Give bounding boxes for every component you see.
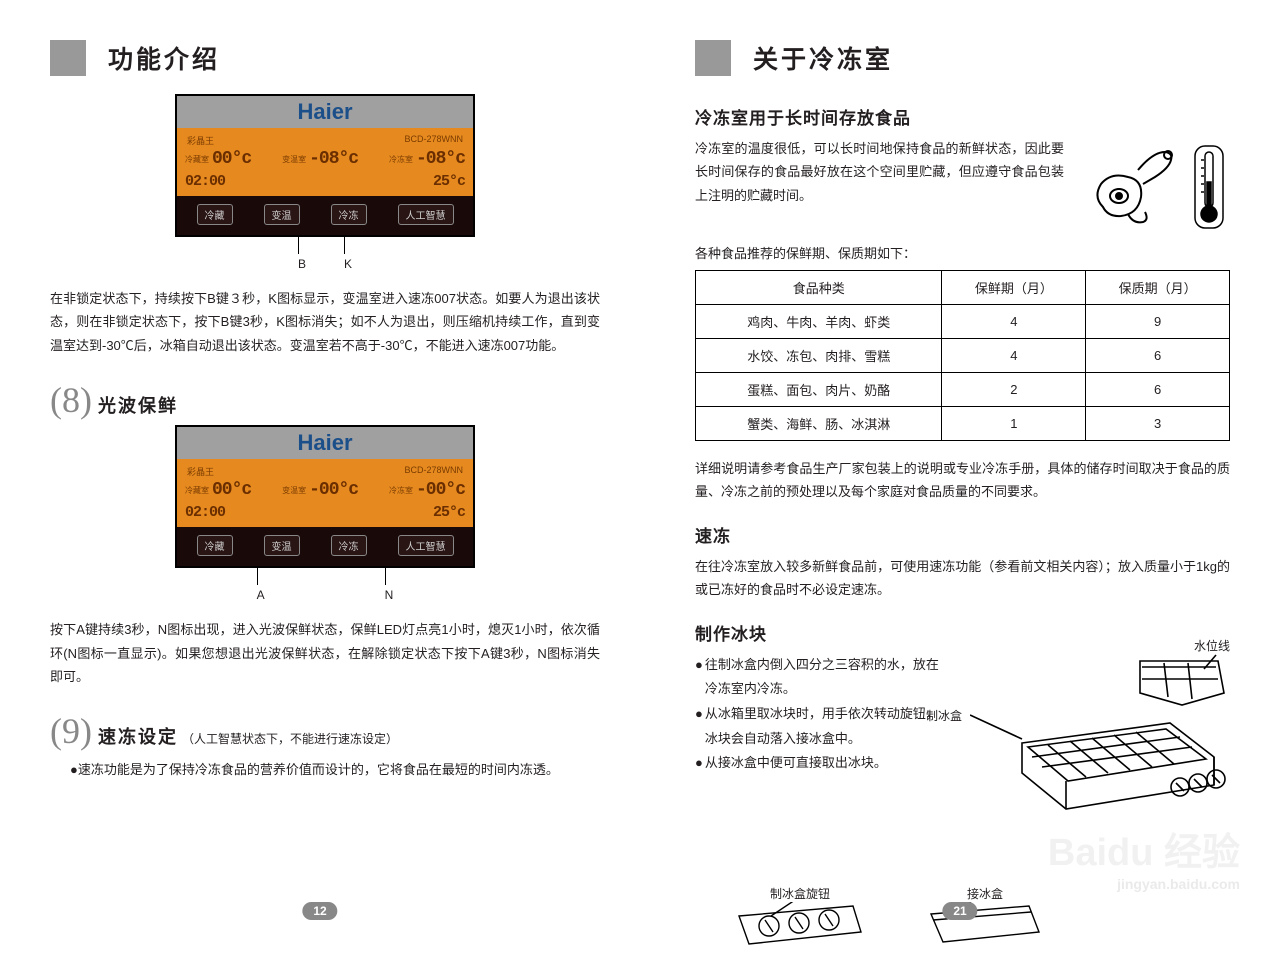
bullet-text: 从接冰盒中便可直接取出冰块。 — [705, 751, 946, 776]
lcd-time: 02:00 — [185, 173, 225, 190]
section-number: (9) — [50, 710, 92, 752]
bullet-text: 从冰箱里取冰块时，用手依次转动旋钮，冰块会自动落入接冰盒中。 — [705, 702, 946, 751]
label-b: B — [298, 257, 306, 271]
td: 4 — [942, 339, 1086, 373]
brand-label: Haier — [177, 427, 473, 459]
lcd-value: 00°c — [212, 480, 251, 500]
subheading: 冷冻室用于长时间存放食品 — [695, 104, 1230, 129]
ice-svg — [970, 653, 1230, 883]
lcd-label: 冷藏室 — [185, 155, 209, 164]
section-header: 功能介绍 — [50, 40, 600, 76]
quick-freeze-text: 在往冷冻室放入较多新鲜食品前，可使用速冻功能（参看前文相关内容）；放入质量小于1… — [695, 555, 1230, 602]
td: 3 — [1086, 407, 1230, 441]
panel-btn: 冷藏 — [197, 204, 233, 225]
lcd-value: 00°c — [212, 149, 251, 169]
td: 1 — [942, 407, 1086, 441]
paragraph: 按下A键持续3秒，N图标出现，进入光波保鲜状态，保鲜LED灯点亮1小时，熄灭1小… — [50, 618, 600, 688]
section-marker — [50, 40, 86, 76]
panel-btn: 变温 — [264, 204, 300, 225]
page-left: 功能介绍 Haier 彩晶王BCD-278WNN 冷藏室00°c 变温室-08°… — [0, 0, 640, 942]
sub-left: 彩晶王 — [187, 134, 214, 147]
lcd-value: -08°c — [416, 149, 465, 169]
food-thermo-illustration — [1080, 137, 1230, 237]
section-title: 关于冷冻室 — [753, 40, 893, 76]
bullet-text: 往制冰盒内倒入四分之三容积的水，放在冷冻室内冷冻。 — [705, 653, 946, 702]
panel-btn: 人工智慧 — [398, 204, 454, 225]
td: 鸡肉、牛肉、羊肉、虾类 — [696, 305, 942, 339]
label-knob: 制冰盒旋钮 — [735, 885, 865, 902]
sub-right: BCD-278WNN — [404, 465, 463, 478]
lcd-value: -00°c — [309, 480, 358, 500]
panel-buttons: 冷藏 变温 冷冻 人工智慧 — [177, 527, 473, 566]
label-a: A — [257, 588, 265, 602]
label-n: N — [385, 588, 394, 602]
meat-icon — [1083, 142, 1183, 232]
sub-left: 彩晶王 — [187, 465, 214, 478]
lcd-temp: 25°c — [433, 173, 465, 190]
knob-diagram — [735, 902, 865, 950]
lcd-label: 变温室 — [282, 155, 306, 164]
brand-label: Haier — [177, 96, 473, 128]
subsection-note: （人工智慧状态下，不能进行速冻设定） — [182, 730, 398, 747]
lower-diagrams: 制冰盒旋钮 接冰盒 — [735, 885, 1230, 953]
intro-text: 冷冻室的温度很低，可以长时间地保持食品的新鲜状态，因此要长时间保存的食品最好放在… — [695, 137, 1064, 207]
control-panel-1: Haier 彩晶王BCD-278WNN 冷藏室00°c 变温室-08°c 冷冻室… — [50, 94, 600, 271]
section-number: (8) — [50, 379, 92, 421]
label-icetray: 制冰盒 — [926, 707, 962, 724]
lcd-label: 冷藏室 — [185, 486, 209, 495]
page-number: 12 — [302, 902, 337, 920]
control-panel-2: Haier 彩晶王BCD-278WNN 冷藏室00°c 变温室-00°c 冷冻室… — [50, 425, 600, 602]
panel-buttons: 冷藏 变温 冷冻 人工智慧 — [177, 196, 473, 235]
td: 6 — [1086, 339, 1230, 373]
bullet-text: ●速冻功能是为了保持冷冻食品的营养价值而设计的，它将食品在最短的时间内冻透。 — [70, 758, 600, 781]
td: 水饺、冻包、肉排、雪糕 — [696, 339, 942, 373]
lcd-temp: 25°c — [433, 504, 465, 521]
td: 2 — [942, 373, 1086, 407]
section-title: 功能介绍 — [108, 40, 220, 76]
td: 9 — [1086, 305, 1230, 339]
th: 食品种类 — [696, 271, 942, 305]
td: 4 — [942, 305, 1086, 339]
label-waterline: 水位线 — [1194, 637, 1230, 654]
subheading: 制作冰块 — [695, 620, 1230, 645]
panel-btn: 人工智慧 — [398, 535, 454, 556]
table-note: 详细说明请参考食品生产厂家包装上的说明或专业冷冻手册，具体的储存时间取决于食品的… — [695, 457, 1230, 504]
food-storage-table: 食品种类 保鲜期（月） 保质期（月） 鸡肉、牛肉、羊肉、虾类49 水饺、冻包、肉排… — [695, 270, 1230, 441]
subsection-title: 光波保鲜 — [98, 392, 178, 418]
th: 保质期（月） — [1086, 271, 1230, 305]
td: 蟹类、海鲜、肠、冰淇淋 — [696, 407, 942, 441]
lcd-time: 02:00 — [185, 504, 225, 521]
th: 保鲜期（月） — [942, 271, 1086, 305]
table-intro: 各种食品推荐的保鲜期、保质期如下： — [695, 243, 1230, 262]
sub-right: BCD-278WNN — [404, 134, 463, 147]
paragraph: 在非锁定状态下，持续按下B键３秒，K图标显示，变温室进入速冻007状态。如要人为… — [50, 287, 600, 357]
label-recv: 接冰盒 — [925, 885, 1045, 902]
subheading: 速冻 — [695, 522, 1230, 547]
td: 蛋糕、面包、肉片、奶酪 — [696, 373, 942, 407]
subsection-title: 速冻设定 — [98, 723, 178, 749]
lcd-value: -00°c — [416, 480, 465, 500]
panel-btn: 冷冻 — [331, 204, 367, 225]
page-right: 关于冷冻室 冷冻室用于长时间存放食品 冷冻室的温度很低，可以长时间地保持食品的新… — [640, 0, 1280, 942]
thermometer-icon — [1191, 142, 1227, 232]
panel-btn: 冷冻 — [331, 535, 367, 556]
lcd-display: 彩晶王BCD-278WNN 冷藏室00°c 变温室-00°c 冷冻室-00°c … — [177, 459, 473, 527]
td: 6 — [1086, 373, 1230, 407]
panel-btn: 冷藏 — [197, 535, 233, 556]
lcd-display: 彩晶王BCD-278WNN 冷藏室00°c 变温室-08°c 冷冻室-08°c … — [177, 128, 473, 196]
subsection-8: (8) 光波保鲜 — [50, 379, 600, 421]
section-marker — [695, 40, 731, 76]
ice-tray-diagram: 水位线 制冰盒 — [970, 653, 1230, 883]
lcd-value: -08°c — [309, 149, 358, 169]
page-number: 21 — [942, 902, 977, 920]
lcd-label: 冷冻室 — [389, 155, 413, 164]
label-k: K — [344, 257, 352, 271]
subsection-9: (9) 速冻设定 （人工智慧状态下，不能进行速冻设定） — [50, 710, 600, 752]
ice-bullets: ●往制冰盒内倒入四分之三容积的水，放在冷冻室内冷冻。●从冰箱里取冰块时，用手依次… — [695, 653, 946, 776]
lcd-label: 变温室 — [282, 486, 306, 495]
lcd-label: 冷冻室 — [389, 486, 413, 495]
section-header: 关于冷冻室 — [695, 40, 1230, 76]
panel-btn: 变温 — [264, 535, 300, 556]
